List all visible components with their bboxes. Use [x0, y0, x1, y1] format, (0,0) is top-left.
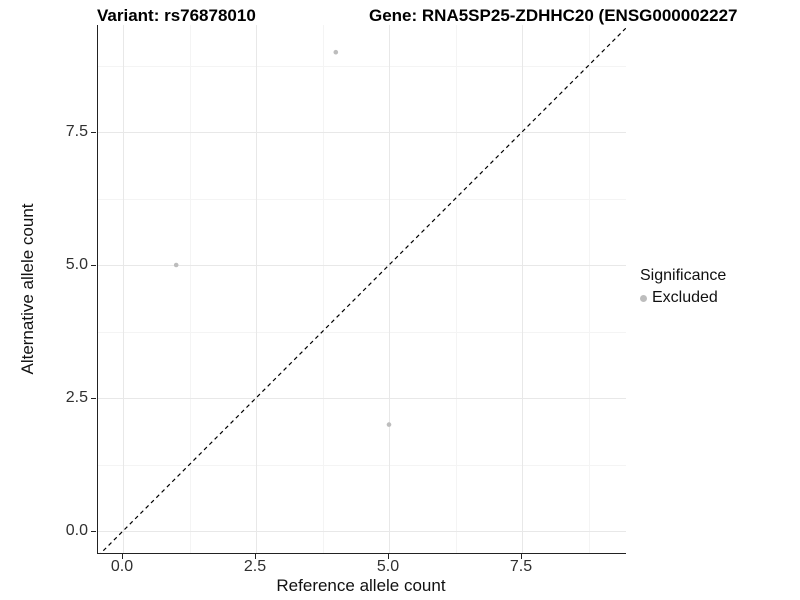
major-gridline-h [98, 265, 626, 266]
x-tick-label: 2.5 [243, 558, 267, 575]
variant-title: Variant: rs76878010 [97, 6, 256, 25]
major-gridline-v [389, 25, 390, 553]
data-point [173, 262, 179, 268]
y-tick-mark [91, 398, 96, 399]
y-tick-mark [91, 132, 96, 133]
major-gridline-v [522, 25, 523, 553]
x-tick-mark [255, 554, 256, 559]
x-tick-mark [521, 554, 522, 559]
y-tick-label: 7.5 [65, 123, 88, 140]
minor-gridline-h [98, 65, 626, 67]
x-tick-label: 7.5 [509, 558, 533, 575]
x-tick-mark [122, 554, 123, 559]
minor-gridline-h [98, 464, 626, 466]
major-gridline-h [98, 132, 626, 133]
minor-gridline-h [98, 331, 626, 333]
identity-line [100, 27, 626, 553]
minor-gridline-v [322, 25, 324, 553]
plot-layer [100, 27, 626, 553]
y-tick-mark [91, 265, 96, 266]
excluded-point-icon [640, 294, 647, 302]
plot-panel [97, 25, 626, 554]
legend-item-label: Excluded [652, 289, 718, 306]
data-point [333, 49, 339, 55]
minor-gridline-v [588, 25, 590, 553]
legend-title: Significance [640, 267, 727, 284]
x-tick-label: 0.0 [110, 558, 134, 575]
y-tick-label: 0.0 [65, 522, 88, 539]
data-point [386, 422, 392, 427]
minor-gridline-h [98, 198, 626, 200]
x-axis-title: Reference allele count [276, 576, 446, 595]
major-gridline-h [98, 398, 626, 399]
x-tick-label: 5.0 [376, 558, 400, 575]
x-tick-mark [388, 554, 389, 559]
major-gridline-v [256, 25, 257, 553]
y-tick-label: 5.0 [65, 256, 88, 273]
y-axis-title: Alternative allele count [18, 203, 37, 375]
major-gridline-v [123, 25, 124, 553]
minor-gridline-v [455, 25, 457, 553]
major-gridline-h [98, 531, 626, 532]
y-tick-mark [91, 531, 96, 532]
legend: Significance Excluded [640, 266, 726, 307]
legend-item-excluded: Excluded [640, 289, 726, 307]
y-tick-label: 2.5 [65, 389, 88, 406]
gene-title: Gene: RNA5SP25-ZDHHC20 (ENSG000002227 [369, 6, 738, 25]
minor-gridline-v [189, 25, 191, 553]
